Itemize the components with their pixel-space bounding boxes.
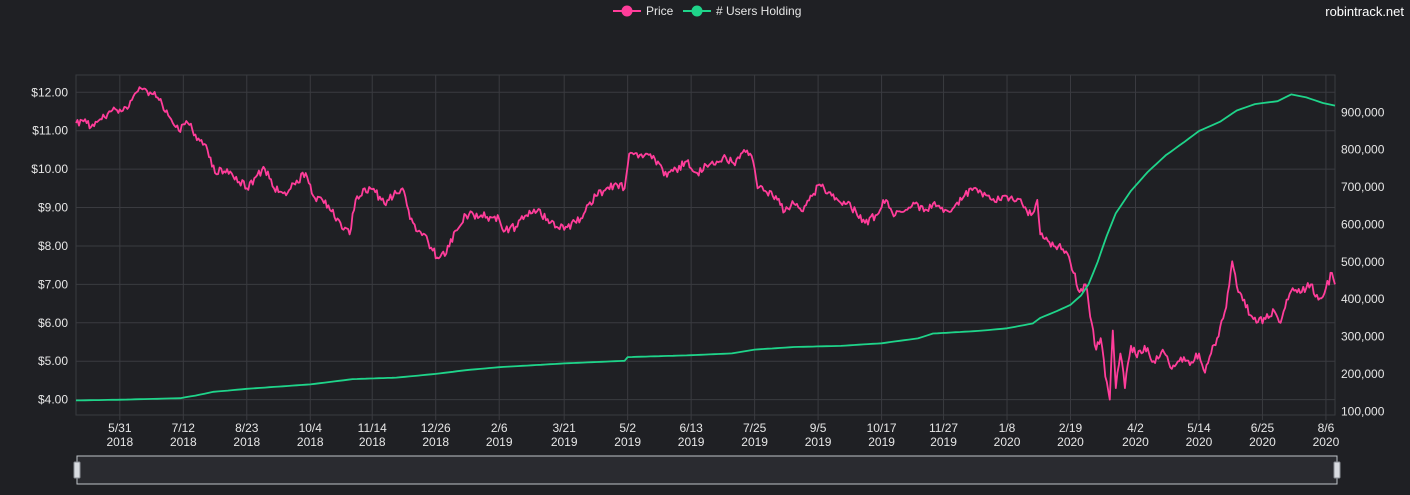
- y-left-tick-label: $9.00: [38, 201, 68, 215]
- x-tick-year: 2018: [297, 435, 324, 449]
- y-right-tick-label: 400,000: [1341, 292, 1385, 306]
- legend-marker: [621, 5, 633, 17]
- y-right-tick-label: 800,000: [1341, 143, 1385, 157]
- x-tick-label: 5/14: [1187, 421, 1211, 435]
- range-slider-handle-right[interactable]: [1333, 461, 1341, 479]
- x-tick-year: 2020: [1313, 435, 1340, 449]
- y-right-tick-label: 900,000: [1341, 105, 1385, 119]
- x-tick-label: 11/14: [358, 421, 387, 435]
- x-tick-label: 6/13: [679, 421, 703, 435]
- x-tick-year: 2020: [1186, 435, 1213, 449]
- x-tick-year: 2020: [994, 435, 1021, 449]
- y-right-tick-label: 100,000: [1341, 404, 1385, 418]
- x-tick-label: 2/19: [1059, 421, 1083, 435]
- x-tick-label: 10/17: [867, 421, 897, 435]
- x-tick-year: 2018: [106, 435, 133, 449]
- y-right-tick-label: 700,000: [1341, 180, 1385, 194]
- x-tick-year: 2018: [170, 435, 197, 449]
- plot-area: [75, 74, 1336, 416]
- x-tick-label: 3/21: [553, 421, 577, 435]
- x-tick-label: 2/6: [491, 421, 508, 435]
- x-tick-label: 5/2: [619, 421, 636, 435]
- x-tick-label: 8/6: [1318, 421, 1335, 435]
- legend-label: Price: [646, 4, 674, 18]
- y-left-tick-label: $6.00: [38, 316, 68, 330]
- legend-label: # Users Holding: [716, 4, 801, 18]
- x-tick-year: 2019: [551, 435, 578, 449]
- x-tick-label: 7/25: [743, 421, 767, 435]
- x-tick-year: 2019: [678, 435, 705, 449]
- x-tick-year: 2020: [1057, 435, 1084, 449]
- x-tick-label: 8/23: [235, 421, 259, 435]
- legend-item-users: # Users Holding: [683, 4, 801, 18]
- x-tick-year: 2019: [868, 435, 895, 449]
- x-tick-label: 5/31: [108, 421, 132, 435]
- x-tick-year: 2018: [422, 435, 449, 449]
- x-tick-label: 10/4: [299, 421, 323, 435]
- watermark[interactable]: robintrack.net: [1325, 4, 1404, 19]
- y-left-tick-label: $5.00: [38, 354, 68, 368]
- x-tick-label: 7/12: [172, 421, 196, 435]
- y-left-tick-label: $12.00: [31, 85, 68, 99]
- x-tick-label: 9/5: [810, 421, 827, 435]
- legend-item-price: Price: [613, 4, 674, 18]
- x-tick-year: 2019: [805, 435, 832, 449]
- range-slider-handle-left[interactable]: [73, 461, 81, 479]
- range-slider[interactable]: [76, 455, 1338, 485]
- x-tick-year: 2019: [930, 435, 957, 449]
- y-right-tick-label: 200,000: [1341, 367, 1385, 381]
- y-left-tick-label: $7.00: [38, 277, 68, 291]
- x-tick-year: 2019: [741, 435, 768, 449]
- x-tick-label: 4/2: [1127, 421, 1144, 435]
- y-right-tick-label: 600,000: [1341, 217, 1385, 231]
- y-left-tick-label: $10.00: [31, 162, 68, 176]
- x-tick-label: 6/25: [1251, 421, 1275, 435]
- x-tick-year: 2019: [486, 435, 513, 449]
- x-tick-label: 11/27: [929, 421, 958, 435]
- y-right-tick-label: 300,000: [1341, 330, 1385, 344]
- price-series-line: [75, 86, 1336, 401]
- x-tick-year: 2018: [359, 435, 386, 449]
- x-tick-label: 1/8: [999, 421, 1016, 435]
- users-series-line: [76, 93, 1336, 402]
- legend-marker: [691, 5, 703, 17]
- x-tick-year: 2019: [614, 435, 641, 449]
- x-tick-year: 2020: [1122, 435, 1149, 449]
- x-tick-label: 12/26: [421, 421, 451, 435]
- x-tick-year: 2018: [233, 435, 260, 449]
- y-left-tick-label: $8.00: [38, 239, 68, 253]
- y-left-tick-label: $4.00: [38, 393, 68, 407]
- x-tick-year: 2020: [1249, 435, 1276, 449]
- y-right-tick-label: 500,000: [1341, 255, 1385, 269]
- y-left-tick-label: $11.00: [32, 124, 68, 138]
